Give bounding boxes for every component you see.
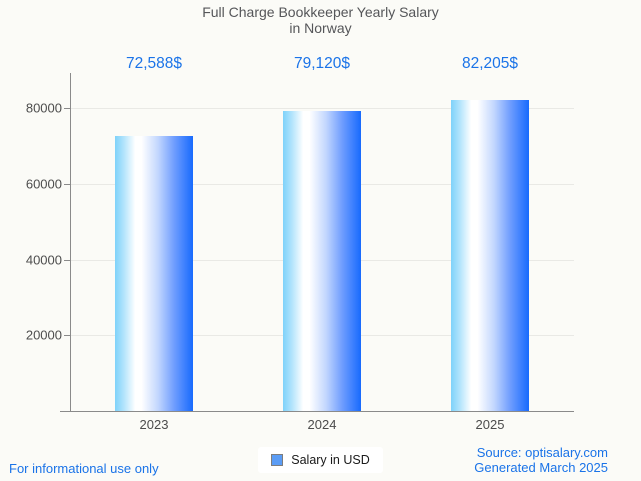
x-tick-label-2024: 2024 [307, 417, 337, 432]
source-note: Source: optisalary.com Generated March 2… [474, 445, 608, 475]
legend-marker-icon [271, 454, 284, 466]
bar-2025[interactable] [451, 99, 529, 411]
generated-line: Generated March 2025 [474, 460, 608, 475]
value-label-2025: 82,205$ [461, 55, 519, 72]
chart-title-line2: in Norway [289, 19, 352, 36]
bar-2023[interactable] [115, 136, 193, 411]
chart-title: Full Charge Bookkeeper Yearly Salary in … [0, 4, 641, 36]
x-axis-line [60, 411, 574, 412]
y-tick-mark-60000 [64, 183, 71, 185]
y-tick-mark-80000 [64, 108, 71, 109]
bar-2024[interactable] [283, 111, 361, 411]
chart-title-line1: Full Charge Bookkeeper Yearly Salary [202, 4, 439, 20]
y-tick-label-60000: 60000 [25, 176, 62, 192]
y-tick-label-20000: 20000 [25, 327, 62, 343]
value-label-2024: 79,120$ [293, 55, 351, 72]
y-axis-line [70, 73, 71, 411]
y-tick-label-40000: 40000 [25, 252, 62, 267]
gridline-80000 [71, 108, 574, 109]
y-tick-mark-40000 [64, 259, 71, 261]
legend-item-salary[interactable]: Salary in USD [258, 447, 383, 473]
y-tick-mark-20000 [64, 335, 71, 337]
x-tick-label-2023: 2023 [139, 417, 169, 432]
y-tick-label-80000: 80000 [25, 100, 62, 116]
source-line: Source: optisalary.com [476, 445, 608, 460]
legend: Salary in USD [0, 447, 641, 473]
value-label-2023: 72,588$ [125, 55, 183, 72]
disclaimer-text: For informational use only [9, 461, 159, 476]
legend-label: Salary in USD [291, 453, 370, 467]
x-tick-label-2025: 2025 [475, 417, 505, 432]
